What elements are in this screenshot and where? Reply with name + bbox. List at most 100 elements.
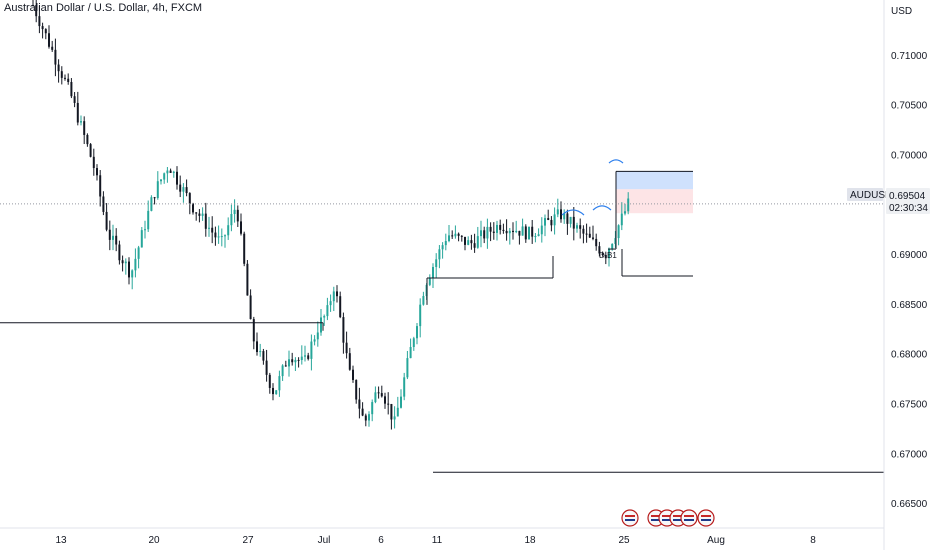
candle-body: [227, 225, 230, 236]
drawn-lines: [0, 170, 884, 473]
candle-body: [115, 235, 118, 245]
candle-body: [332, 291, 335, 302]
candle-body: [358, 399, 361, 409]
candle-body: [454, 233, 457, 237]
candle-body: [284, 365, 287, 367]
candle-body: [259, 351, 262, 353]
candle-body: [496, 224, 498, 233]
candle-body: [160, 179, 162, 182]
symbol-tag[interactable]: AUDUSD 0.69504 02:30:34: [847, 188, 930, 214]
currency-label: USD: [891, 6, 912, 17]
candle-body: [537, 234, 540, 237]
candle-body: [416, 326, 418, 339]
target-zone[interactable]: [616, 171, 693, 190]
candle-body: [355, 379, 358, 400]
candle-body: [297, 359, 300, 361]
price-tick-label: 0.66500: [891, 499, 928, 510]
candle-body: [336, 291, 338, 297]
candle-body: [124, 261, 127, 264]
candle-body: [166, 170, 169, 174]
candle-body: [579, 225, 582, 229]
candle-body: [352, 369, 354, 380]
candle-body: [406, 358, 409, 378]
flag-icon[interactable]: [680, 509, 698, 527]
candle-body: [572, 216, 575, 229]
arc-annotations: [561, 159, 624, 216]
candle-body: [272, 387, 274, 395]
candle-body: [304, 355, 306, 357]
candle-body: [329, 301, 332, 306]
candle-body: [96, 168, 98, 176]
arc-drawing[interactable]: [561, 209, 585, 216]
price-tick-label: 0.70000: [891, 150, 928, 161]
price-tick-label: 0.67000: [891, 449, 928, 460]
candle-body: [620, 213, 623, 226]
candle-body: [428, 278, 431, 285]
candle-body: [374, 392, 377, 403]
arc-drawing[interactable]: [592, 205, 612, 211]
candle-body: [208, 227, 210, 229]
candle-body: [83, 121, 86, 135]
candle-body: [611, 243, 614, 249]
time-tick-label: 18: [524, 535, 536, 546]
candle-body: [310, 341, 313, 359]
candle-body: [345, 342, 348, 354]
candle-body: [457, 233, 460, 236]
candle-body: [214, 232, 217, 238]
candle-body: [393, 416, 396, 420]
candle-body: [512, 230, 514, 233]
candle-body: [576, 225, 578, 229]
candle-body: [419, 304, 422, 327]
candle-body: [505, 230, 508, 234]
candle-body: [480, 230, 482, 237]
candle-body: [243, 233, 246, 264]
candle-body: [246, 263, 249, 296]
candle-body: [67, 78, 70, 82]
candle-body: [499, 224, 502, 230]
candle-body: [326, 305, 329, 317]
candle-body: [64, 77, 66, 79]
candle-body: [179, 184, 182, 192]
candle-body: [76, 102, 79, 123]
candle-body: [102, 196, 105, 212]
candle-body: [188, 193, 191, 204]
time-tick-label: Aug: [707, 535, 725, 546]
candle-body: [172, 171, 175, 173]
candle-body: [390, 403, 393, 420]
candle-body: [339, 296, 342, 318]
candle-body: [377, 392, 380, 394]
candle-body: [192, 203, 194, 213]
candle-body: [51, 46, 54, 50]
candle-body: [441, 245, 444, 250]
candle-body: [275, 390, 278, 395]
economic-event-icons[interactable]: [621, 509, 715, 527]
candle-body: [492, 231, 495, 233]
candle-body: [320, 317, 322, 333]
candle-body: [198, 213, 201, 216]
arc-drawing[interactable]: [608, 159, 624, 164]
flag-icon[interactable]: [697, 509, 715, 527]
candle-body: [128, 261, 130, 278]
price-tick-label: 0.70500: [891, 101, 928, 112]
time-tick-label: 20: [148, 535, 160, 546]
time-axis: 13 20 27 Jul 6 11 18 25 Aug 8: [55, 535, 816, 546]
time-tick-label: Jul: [318, 535, 331, 546]
candle-body: [201, 213, 204, 216]
candle-body: [163, 173, 166, 180]
candle-body: [147, 210, 150, 230]
flag-icon[interactable]: [621, 509, 639, 527]
candle-body: [521, 226, 524, 236]
time-tick-label: 27: [242, 535, 254, 546]
candle-body: [278, 376, 281, 391]
candle-body: [252, 319, 255, 342]
candle-body: [86, 134, 89, 145]
candle-body: [281, 365, 284, 377]
candle-body: [550, 219, 553, 226]
candle-body: [582, 228, 585, 234]
candle-body: [224, 235, 226, 237]
last-price-value: 0.69504: [889, 191, 926, 202]
stop-zone[interactable]: [616, 189, 693, 214]
chart-title: Australian Dollar / U.S. Dollar, 4h, FXC…: [4, 2, 203, 14]
candle-body: [384, 396, 386, 404]
